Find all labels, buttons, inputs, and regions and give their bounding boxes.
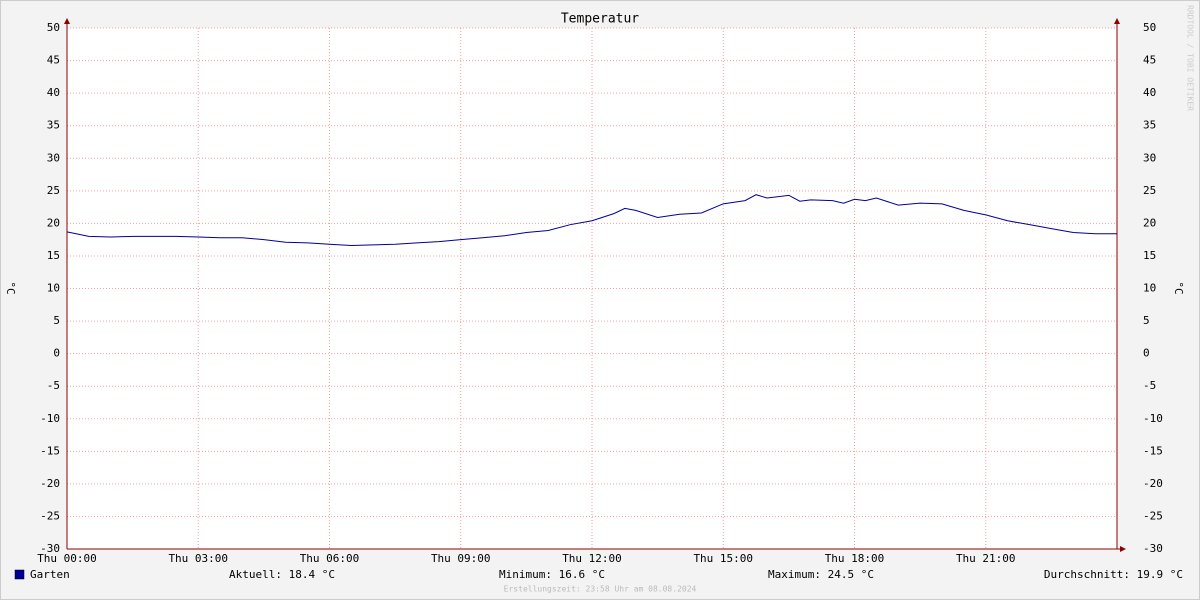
y-tick-label: 50 — [47, 21, 60, 34]
y-tick-label: 15 — [47, 249, 60, 262]
line — [66, 194, 1117, 247]
stat: Maximum: 24.5 °C — [768, 568, 874, 581]
y-tick-label: 45 — [47, 54, 60, 67]
chart-title: Temperatur — [561, 12, 639, 27]
legend-label: Garten — [30, 568, 70, 581]
y2-tick-label: -25 — [1143, 509, 1163, 522]
y2-tick-label: 40 — [1143, 86, 1156, 99]
y-tick-label: -30 — [40, 542, 60, 555]
y-tick-label: -5 — [47, 379, 60, 392]
x-tick-label: Thu 03:00 — [168, 552, 228, 565]
y2-tick-label: 45 — [1143, 54, 1156, 67]
y2-tick-label: -20 — [1143, 477, 1163, 490]
x-tick-label: Thu 21:00 — [956, 552, 1016, 565]
y2-tick-label: -15 — [1143, 444, 1163, 457]
x-tick-label: Thu 00:00 — [37, 552, 97, 565]
y2-tick-label: 30 — [1143, 151, 1156, 164]
y-tick-label: 35 — [47, 119, 60, 132]
stat: Aktuell: 18.4 °C — [229, 568, 335, 581]
y-tick-label: 40 — [47, 86, 60, 99]
y2-axis-label: °C — [1172, 281, 1185, 294]
x-tick-label: Thu 12:00 — [562, 552, 622, 565]
stat: Durchschnitt: 19.9 °C — [1044, 568, 1183, 581]
y2-tick-label: 35 — [1143, 119, 1156, 132]
footer: Erstellungszeit: 23:58 Uhr am 08.08.2024 — [504, 585, 697, 594]
watermark: RRDTOOL / TOBI OETIKER — [1186, 5, 1195, 111]
y-axis-label: °C — [4, 281, 17, 294]
y-tick-label: 20 — [47, 216, 60, 229]
y-tick-label: 30 — [47, 151, 60, 164]
y-tick-label: 0 — [53, 347, 60, 360]
y2-tick-label: -5 — [1143, 379, 1156, 392]
y-tick-label: -20 — [40, 477, 60, 490]
y2-tick-label: 25 — [1143, 184, 1156, 197]
y2-tick-label: 20 — [1143, 216, 1156, 229]
y-tick-label: 10 — [47, 282, 60, 295]
y-tick-label: 5 — [53, 314, 60, 327]
x-tick-label: Thu 18:00 — [825, 552, 885, 565]
x-tick-label: Thu 15:00 — [693, 552, 753, 565]
y2-tick-label: 50 — [1143, 21, 1156, 34]
x-tick-label: Thu 06:00 — [300, 552, 360, 565]
y2-tick-label: 0 — [1143, 347, 1150, 360]
y2-tick-label: -10 — [1143, 412, 1163, 425]
x-tick-label: Thu 09:00 — [431, 552, 491, 565]
y-tick-label: -25 — [40, 509, 60, 522]
y2-tick-label: 5 — [1143, 314, 1150, 327]
y2-tick-label: 15 — [1143, 249, 1156, 262]
legend-swatch — [14, 569, 25, 580]
y-tick-label: 25 — [47, 184, 60, 197]
y-tick-label: -15 — [40, 444, 60, 457]
stat: Minimum: 16.6 °C — [499, 568, 605, 581]
y2-tick-label: -30 — [1143, 542, 1163, 555]
y2-tick-label: 10 — [1143, 282, 1156, 295]
y-tick-label: -10 — [40, 412, 60, 425]
